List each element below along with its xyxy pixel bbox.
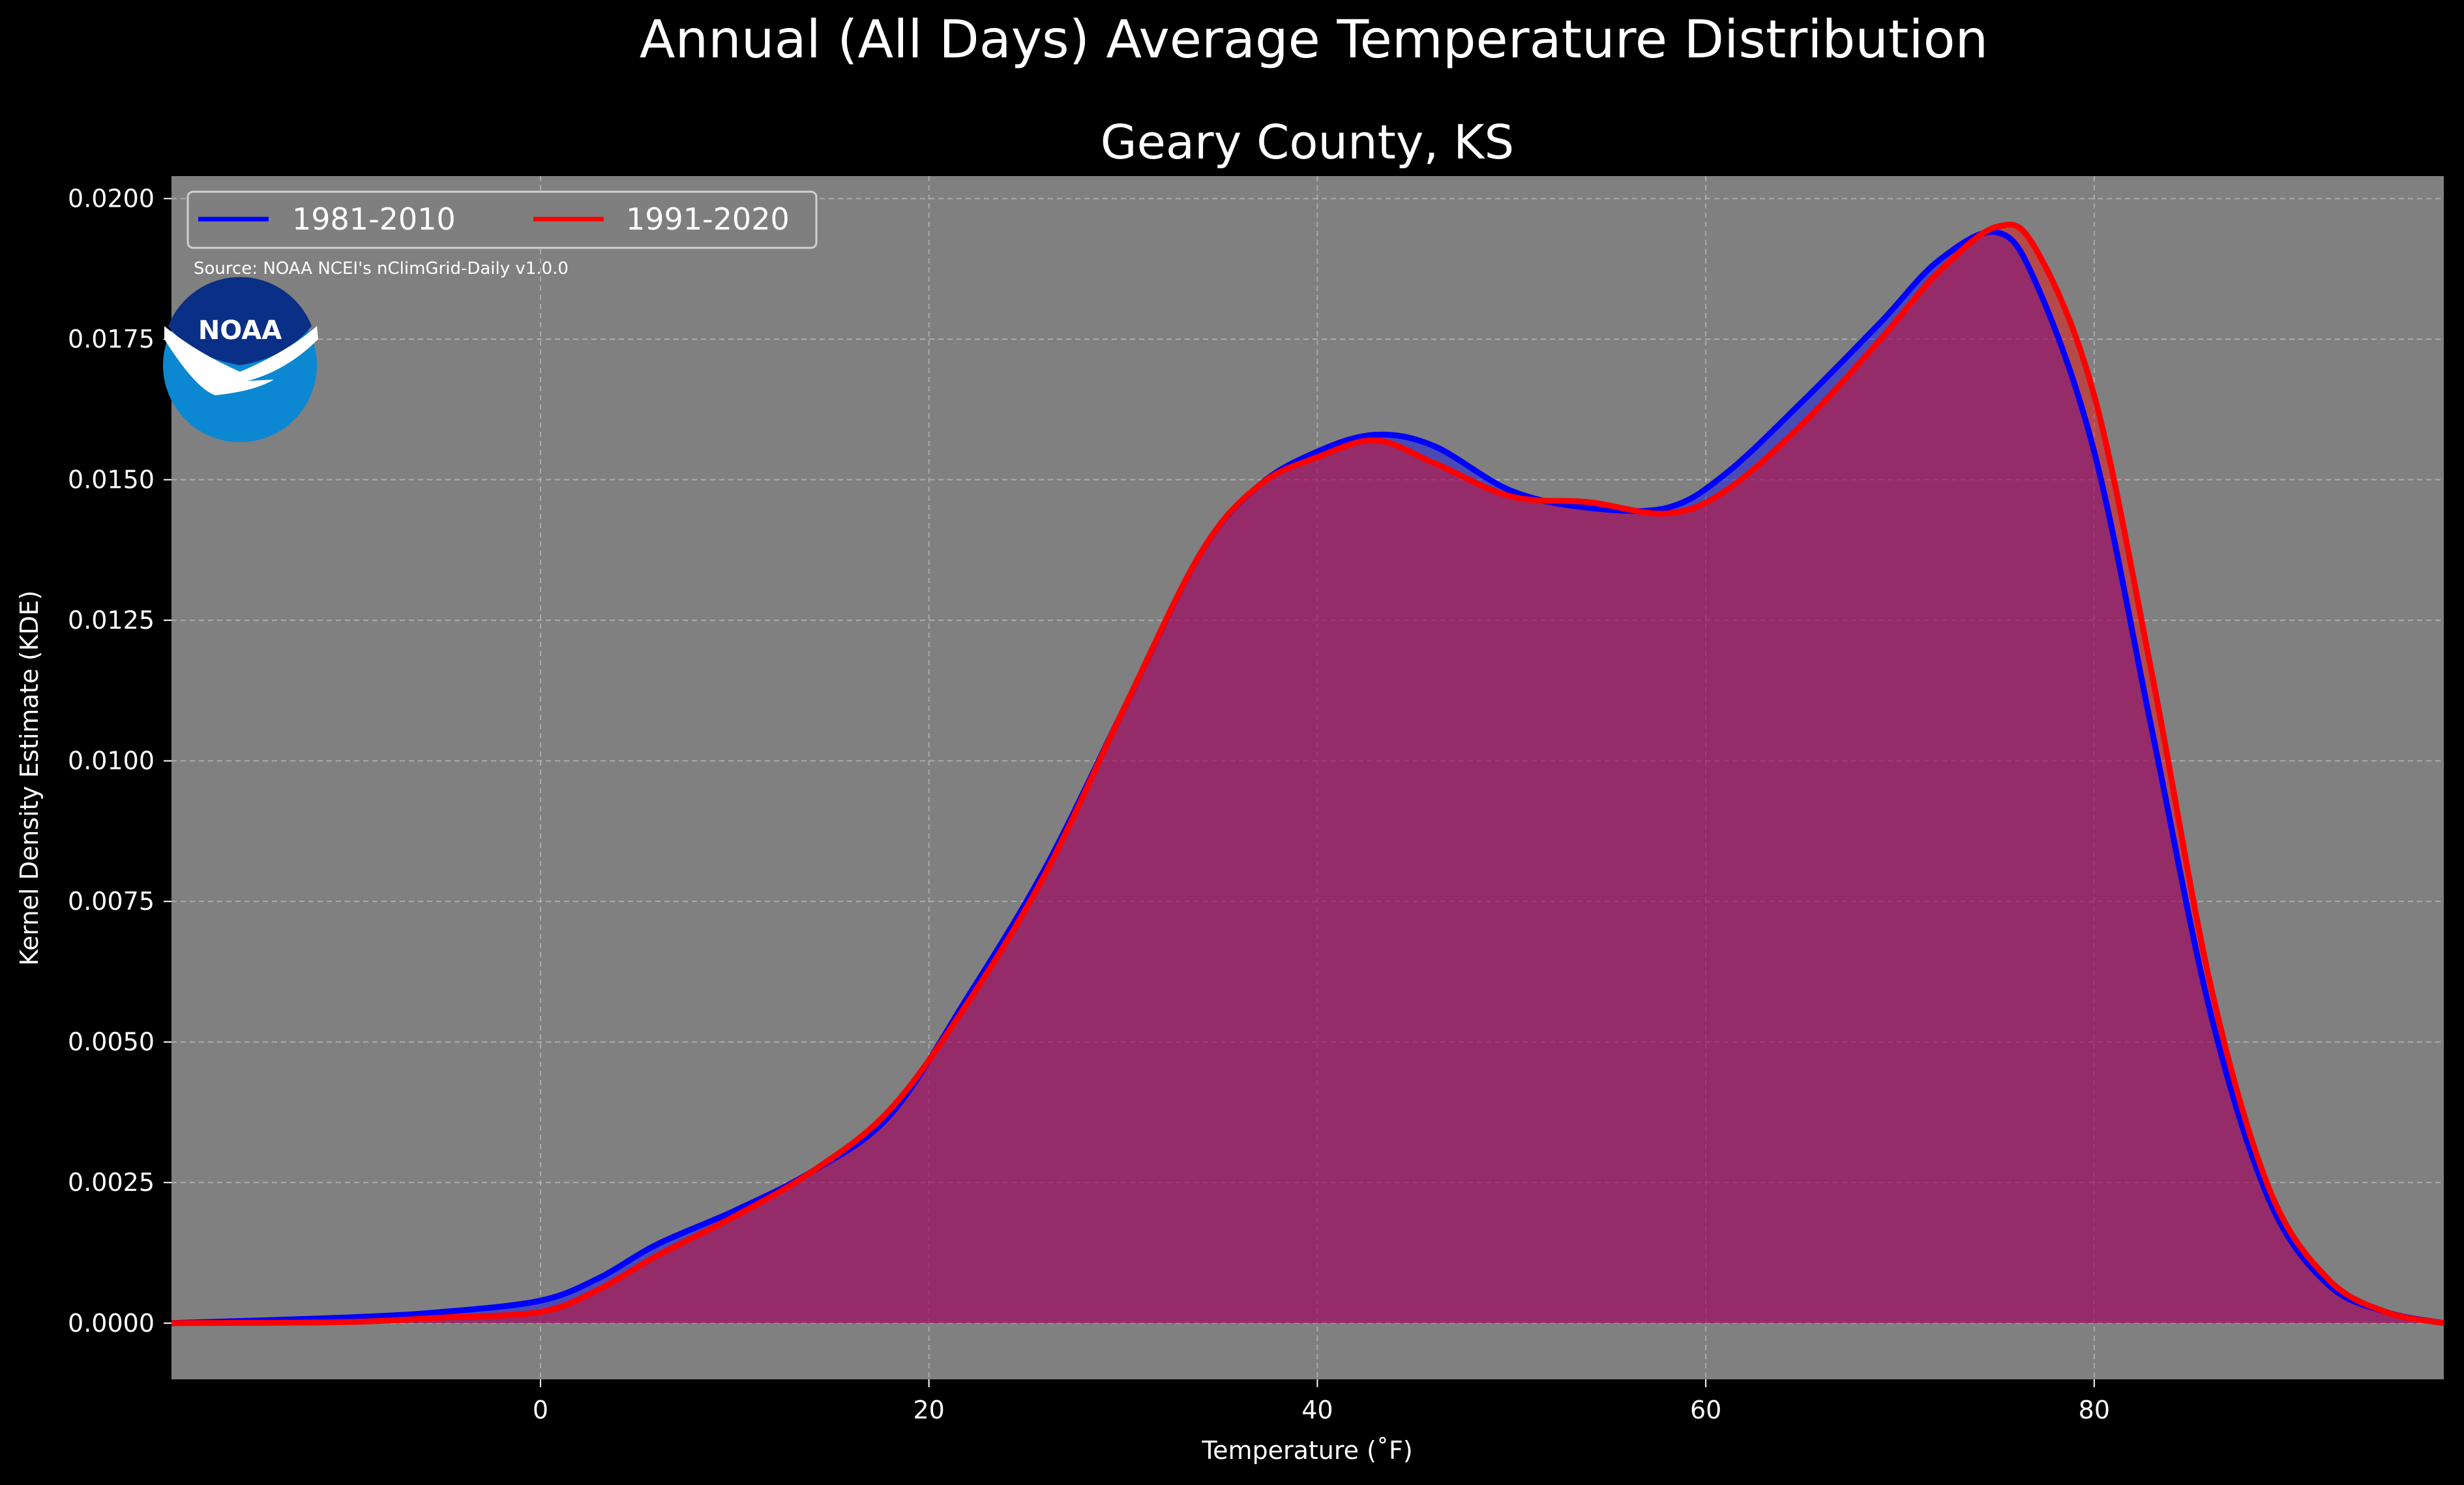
y-tick-label: 0.0025: [68, 1168, 155, 1197]
plot-area: [171, 176, 2444, 1379]
y-tick-label: 0.0125: [68, 606, 155, 635]
series-fill-1991-2020: [171, 224, 2444, 1323]
series-fills: [171, 224, 2444, 1323]
x-tick-label: 80: [2079, 1396, 2110, 1424]
legend-label-1981-2010: 1981-2010: [292, 202, 456, 237]
y-tick-label: 0.0150: [68, 466, 155, 494]
series-lines: [171, 221, 2444, 1327]
series-fill-1981-2010: [171, 232, 2444, 1323]
y-tick-label: 0.0175: [68, 325, 155, 353]
chart-subtitle: Geary County, KS: [1101, 115, 1514, 170]
y-tick-label: 0.0075: [68, 887, 155, 916]
x-axis-label: Temperature (˚F): [1201, 1436, 1412, 1465]
noaa-logo-text: NOAA: [198, 316, 282, 346]
x-tick-label: 0: [533, 1396, 548, 1424]
legend: 1981-2010 1991-2020: [186, 190, 818, 249]
source-note: Source: NOAA NCEI's nClimGrid-Daily v1.0…: [194, 259, 569, 278]
noaa-logo-sky: [168, 277, 312, 365]
axis-ticks: 0 20 40 60 80 0.0000 0.0025 0.0050 0.0075 0.0100 0…: [68, 184, 2110, 1424]
y-axis-label: Kernel Density Estimate (KDE): [15, 590, 44, 966]
legend-label-1991-2020: 1991-2020: [626, 202, 790, 237]
x-tick-label: 40: [1301, 1396, 1333, 1424]
x-tick-label: 20: [913, 1396, 944, 1424]
y-tick-label: 0.0100: [68, 747, 155, 775]
y-tick-label: 0.0000: [68, 1309, 155, 1338]
noaa-logo: NOAA: [163, 277, 318, 442]
series-line-1981-2010: [171, 228, 2444, 1327]
series-line-1991-2020: [171, 221, 2444, 1327]
legend-box: [186, 190, 818, 249]
chart-title: Annual (All Days) Average Temperature Di…: [640, 9, 1988, 70]
grid-lines: [171, 176, 2444, 1379]
y-tick-label: 0.0200: [68, 184, 155, 213]
y-tick-label: 0.0050: [68, 1028, 155, 1057]
x-tick-label: 60: [1690, 1396, 1721, 1424]
noaa-logo-bird: [164, 326, 318, 395]
